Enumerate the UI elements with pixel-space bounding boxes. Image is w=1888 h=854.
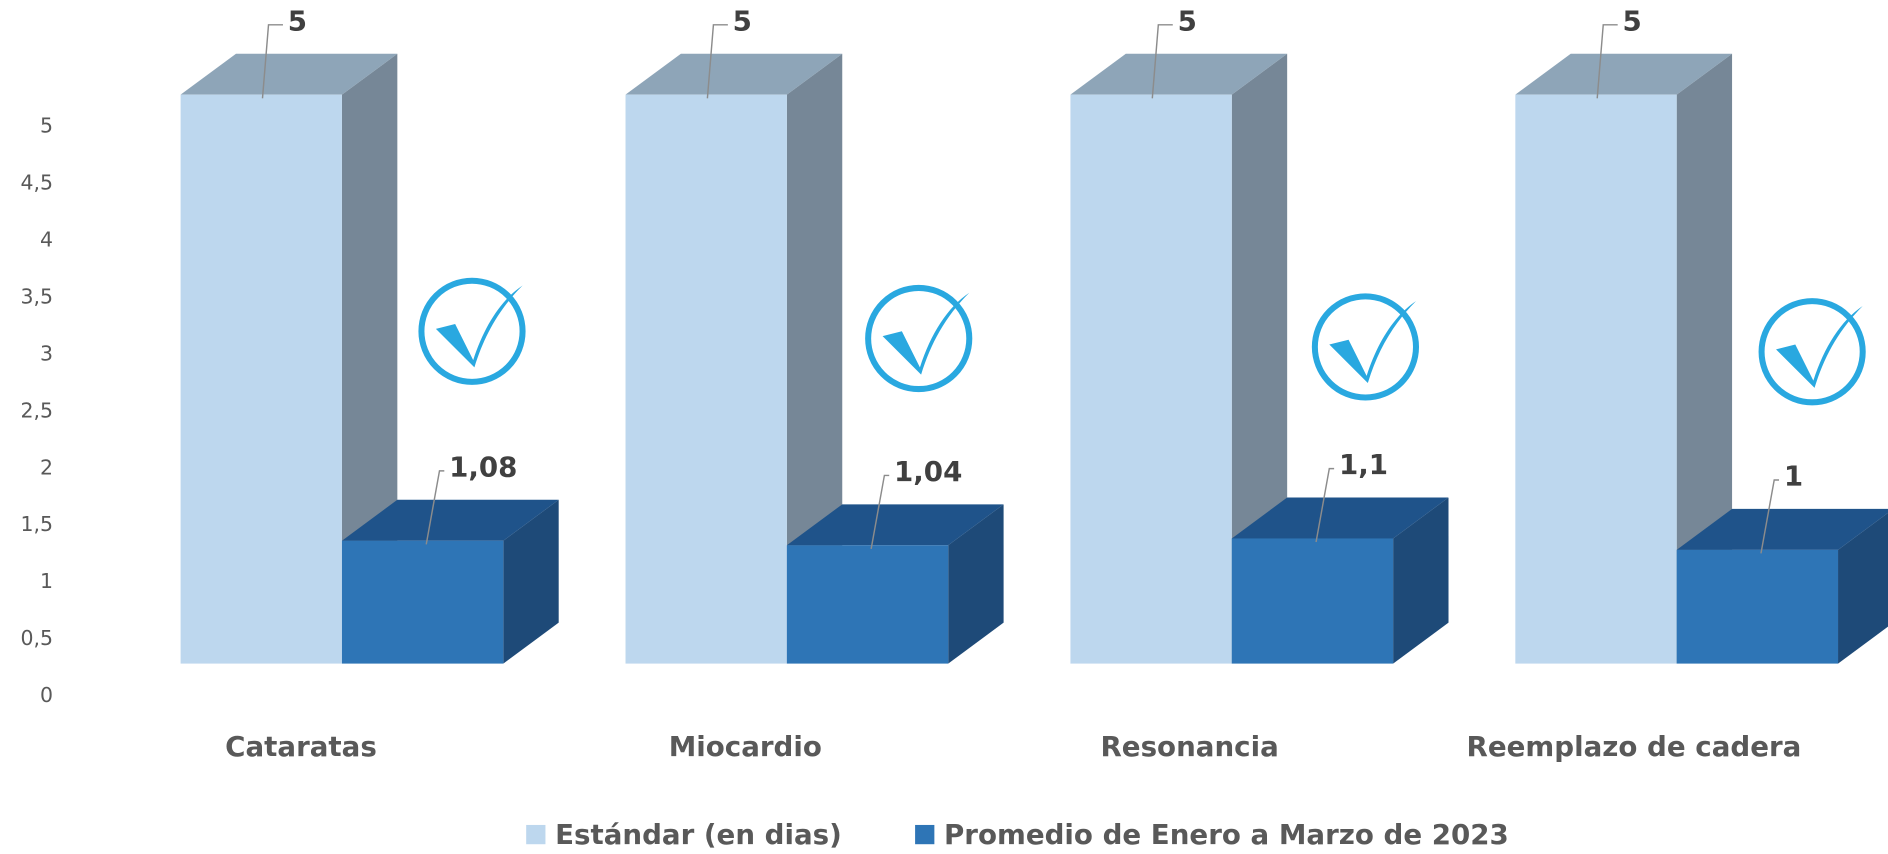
leader-line [261, 24, 283, 99]
check-icon-ring [1758, 298, 1866, 406]
bar-side [1676, 53, 1733, 664]
bar [625, 53, 843, 664]
bar-side [1838, 512, 1888, 664]
leader-line [1596, 24, 1618, 99]
bar [1515, 53, 1733, 664]
bar-front [1231, 538, 1394, 664]
bar-top [786, 504, 1004, 546]
data-label: 1,1 [1339, 448, 1388, 481]
bar-side [1393, 497, 1449, 664]
x-tick-label: Resonancia [1100, 730, 1278, 763]
bar-front [341, 540, 504, 664]
data-label: 1,04 [894, 455, 962, 488]
y-tick-label: 1,5 [20, 512, 53, 536]
bar-front [786, 545, 949, 664]
y-tick-label: 2 [40, 455, 53, 479]
leader-line [706, 24, 728, 99]
bar-side [948, 504, 1004, 664]
bar [1231, 497, 1449, 664]
y-tick-label: 3,5 [20, 284, 53, 308]
bar-side [503, 499, 559, 664]
leader-line [425, 470, 445, 545]
bar-front [1515, 94, 1677, 664]
legend-label: Estándar (en dias) [555, 818, 842, 851]
check-icon-mark [1776, 305, 1863, 388]
leader-line [1760, 479, 1780, 554]
check-icon-ring [418, 277, 526, 385]
bar-front [1070, 94, 1232, 664]
bar-top [180, 53, 398, 95]
x-tick-label: Cataratas [225, 730, 377, 763]
check-icon-mark [1329, 301, 1416, 384]
bar-top [1676, 508, 1888, 550]
check-icon-mark [435, 285, 523, 368]
y-tick-label: 4,5 [20, 171, 53, 195]
bar-front [1676, 549, 1839, 664]
y-tick-label: 1 [40, 569, 53, 593]
leader-line [1151, 24, 1173, 99]
x-tick-label: Miocardio [669, 730, 822, 763]
data-label: 1 [1784, 460, 1803, 493]
bar [786, 504, 1004, 664]
bar [180, 53, 398, 664]
y-tick-label: 5 [40, 114, 53, 138]
bar [1676, 508, 1888, 664]
data-label: 5 [733, 4, 752, 37]
x-tick-label: Reemplazo de cadera [1467, 730, 1802, 763]
data-label: 5 [1623, 4, 1642, 37]
bar-front [625, 94, 787, 664]
bar-top [341, 499, 559, 541]
check-icon-mark [882, 292, 970, 375]
y-tick-label: 3 [40, 341, 53, 365]
y-tick-label: 4 [40, 227, 53, 251]
y-tick-label: 0 [40, 683, 53, 707]
leader-line [1315, 467, 1335, 543]
data-label: 1,08 [449, 450, 517, 483]
bar-front [180, 94, 342, 664]
bar-top [1515, 53, 1733, 95]
bar-top [1231, 497, 1449, 539]
bar-top [1070, 53, 1288, 95]
legend-swatch [915, 824, 935, 845]
bar-top [625, 53, 843, 95]
bar [341, 499, 559, 664]
bar-side [786, 53, 843, 664]
data-label: 5 [288, 4, 307, 37]
check-icon-ring [1311, 293, 1420, 401]
legend-swatch [526, 824, 546, 845]
y-tick-label: 0,5 [20, 626, 53, 650]
y-tick-label: 2,5 [20, 398, 53, 422]
legend-label: Promedio de Enero a Marzo de 2023 [944, 818, 1509, 851]
check-icon-ring [865, 284, 973, 393]
data-label: 5 [1178, 4, 1197, 37]
leader-line [870, 474, 890, 550]
